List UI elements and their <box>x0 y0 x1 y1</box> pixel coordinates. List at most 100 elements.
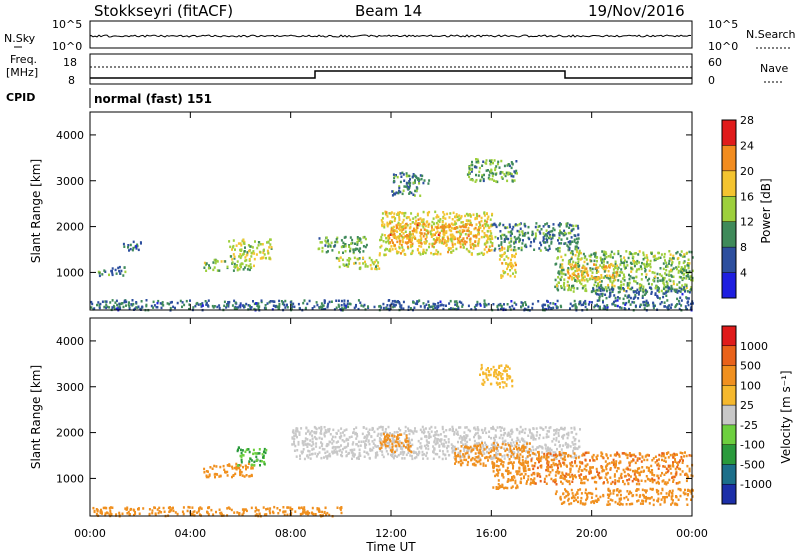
data-cell <box>493 440 496 443</box>
data-cell <box>616 479 619 483</box>
data-cell <box>343 264 346 267</box>
data-cell <box>572 271 575 275</box>
data-cell <box>549 447 552 450</box>
data-cell <box>475 432 477 435</box>
data-cell <box>571 441 574 444</box>
data-cell <box>595 271 598 274</box>
data-cell <box>327 443 330 446</box>
data-cell <box>269 511 272 515</box>
data-cell <box>476 448 479 451</box>
data-cell <box>569 240 572 243</box>
data-cell <box>576 250 579 254</box>
data-cell <box>554 285 557 289</box>
data-cell <box>521 232 524 235</box>
data-cell <box>484 242 487 245</box>
data-cell <box>245 302 248 306</box>
data-cell <box>536 228 539 232</box>
data-cell <box>477 231 480 234</box>
data-cell <box>473 305 476 309</box>
data-cell <box>422 235 425 238</box>
data-cell <box>499 254 502 257</box>
data-cell <box>381 450 384 453</box>
data-cell <box>454 451 457 455</box>
data-cell <box>511 430 514 434</box>
data-cell <box>402 232 405 235</box>
data-cell <box>218 508 221 511</box>
data-cell <box>592 476 595 480</box>
data-cell <box>96 303 98 307</box>
data-cell <box>631 267 634 271</box>
data-cell <box>124 270 127 274</box>
data-cell <box>380 443 383 446</box>
data-cell <box>283 513 286 517</box>
data-cell <box>612 302 615 305</box>
data-cell <box>557 249 560 253</box>
data-cell <box>619 461 622 464</box>
data-cell <box>600 261 603 264</box>
data-cell <box>494 173 497 176</box>
data-cell <box>410 191 413 195</box>
colorbar-segment <box>722 145 736 171</box>
data-cell <box>506 303 509 306</box>
data-cell <box>308 443 311 446</box>
data-cell <box>451 449 454 453</box>
data-cell <box>663 301 666 304</box>
data-cell <box>506 226 509 229</box>
data-cell <box>98 306 101 310</box>
data-cell <box>333 308 336 311</box>
data-cell <box>518 223 521 226</box>
data-cell <box>452 307 454 310</box>
data-cell <box>473 227 476 231</box>
data-cell <box>389 248 391 251</box>
data-cell <box>637 253 640 256</box>
data-cell <box>125 300 128 304</box>
data-cell <box>377 432 380 436</box>
data-cell <box>524 465 527 468</box>
data-cell <box>574 234 577 237</box>
data-cell <box>215 465 218 468</box>
data-cell <box>644 479 647 483</box>
data-cell <box>503 303 505 306</box>
data-cell <box>296 435 298 439</box>
data-cell <box>573 426 576 429</box>
data-cell <box>462 447 465 450</box>
data-cell <box>643 300 646 304</box>
data-cell <box>404 430 407 433</box>
data-cell <box>320 427 323 431</box>
data-cell <box>357 257 360 261</box>
data-cell <box>656 257 659 260</box>
data-cell <box>344 235 347 239</box>
data-cell <box>455 230 458 234</box>
data-cell <box>401 225 404 229</box>
data-cell <box>660 253 663 256</box>
data-cell <box>688 277 691 280</box>
data-cell <box>417 300 420 303</box>
data-cell <box>546 462 549 465</box>
data-cell <box>425 248 428 252</box>
data-cell <box>481 224 484 227</box>
data-cell <box>443 224 446 227</box>
data-cell <box>249 304 251 308</box>
data-cell <box>318 306 321 310</box>
data-cell <box>668 270 671 273</box>
data-cell <box>430 425 433 429</box>
data-cell <box>516 172 518 175</box>
data-cell <box>499 458 502 461</box>
data-cell <box>609 476 612 479</box>
data-cell <box>269 238 271 241</box>
data-cell <box>489 230 492 233</box>
data-cell <box>338 305 341 308</box>
data-cell <box>325 455 328 458</box>
data-cell <box>301 452 304 455</box>
data-cell <box>534 232 537 235</box>
data-cell <box>627 256 630 260</box>
data-cell <box>231 475 233 479</box>
data-cell <box>647 466 650 470</box>
data-cell <box>522 449 525 452</box>
data-cell <box>518 456 521 459</box>
noise-panel: N.Sky 10^5 10^0 10^5 10^0 N.Search <box>4 18 796 53</box>
data-cell <box>169 301 172 304</box>
data-cell <box>483 227 485 230</box>
data-cell <box>463 435 465 438</box>
data-cell <box>338 259 341 262</box>
